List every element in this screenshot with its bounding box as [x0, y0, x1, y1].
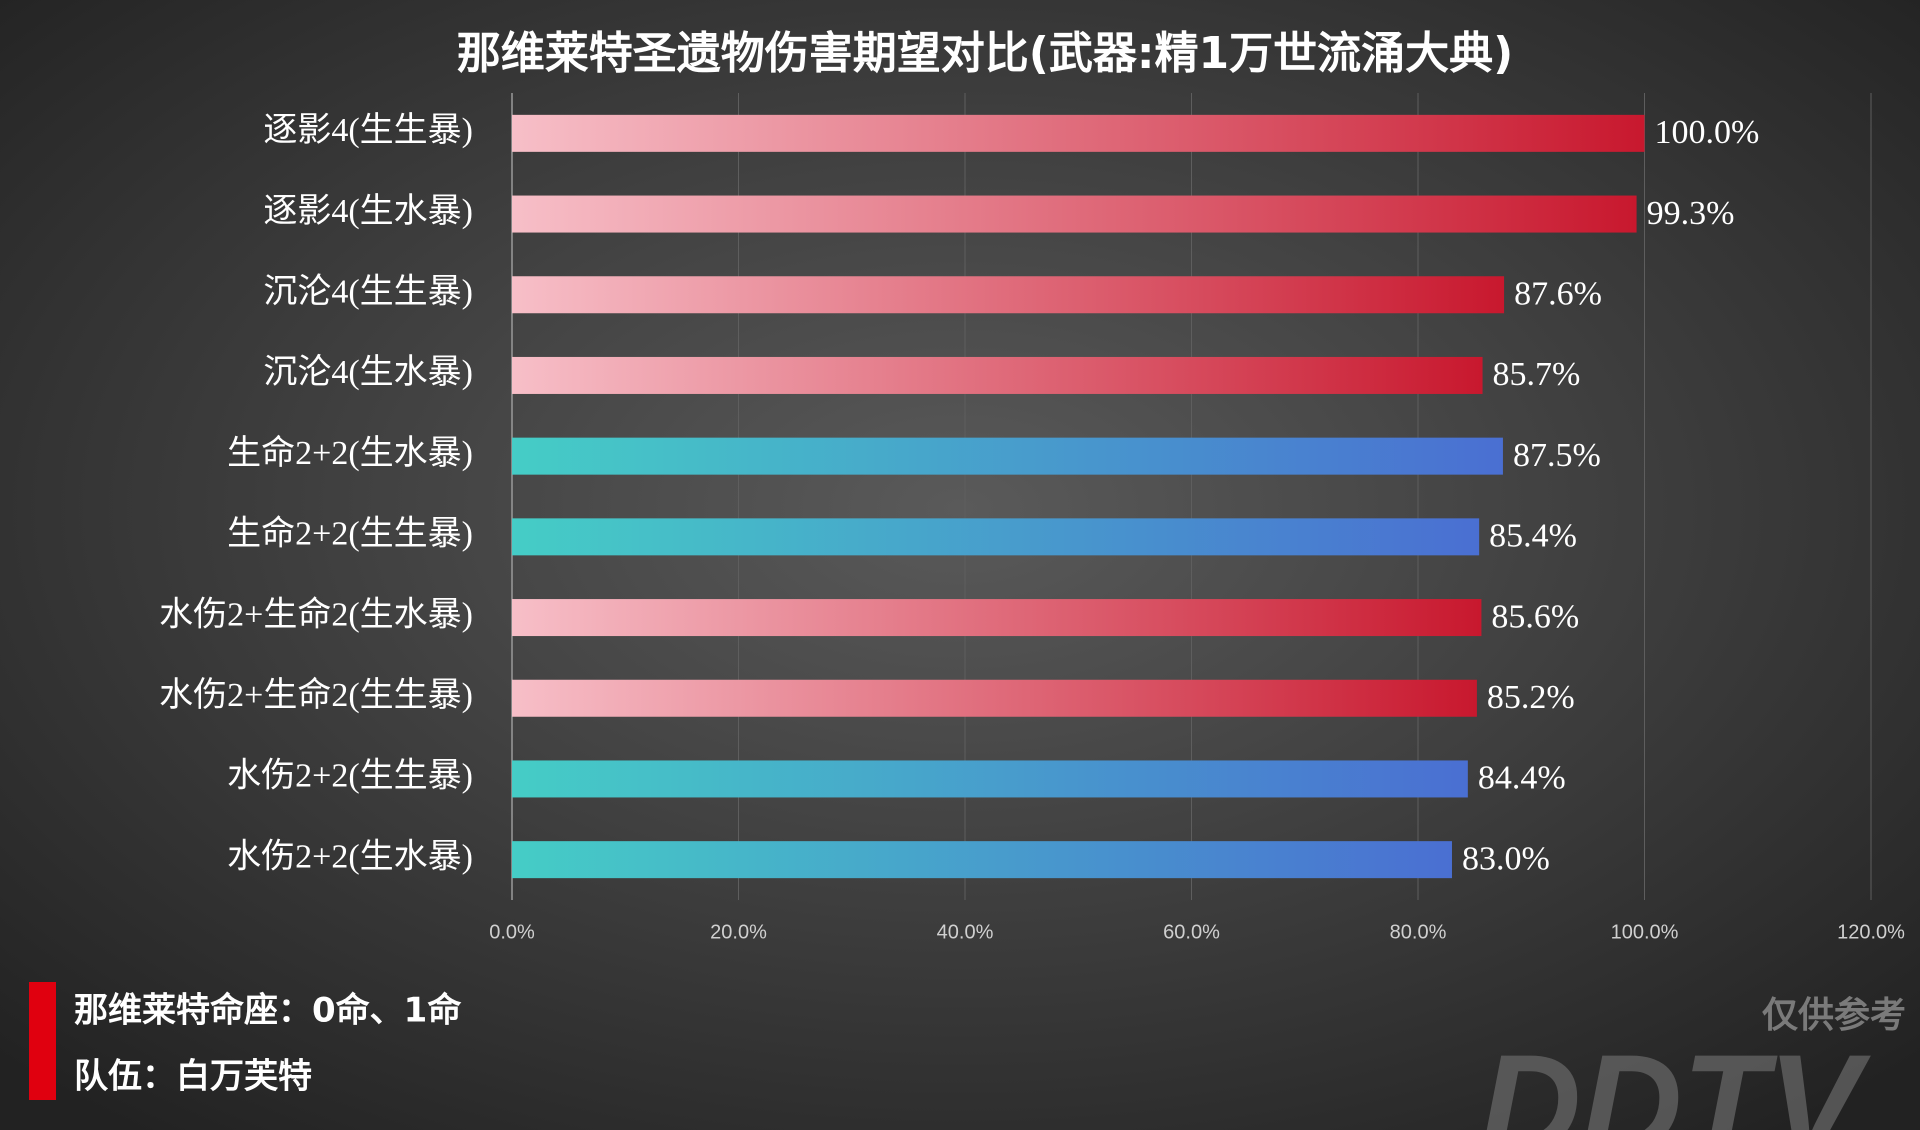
- y-tick-label: 水伤2+2(生生暴): [227, 757, 473, 795]
- y-tick-label: 沉沦4(生生暴): [263, 273, 473, 311]
- x-tick-label: 120.0%: [1837, 921, 1905, 943]
- x-tick-label: 40.0%: [937, 921, 994, 943]
- value-label: 85.2%: [1487, 679, 1575, 716]
- x-tick-label: 100.0%: [1611, 921, 1679, 943]
- bar: [512, 518, 1480, 556]
- watermark-caption: 仅供参考: [1762, 995, 1906, 1036]
- value-label: 87.5%: [1513, 437, 1601, 474]
- value-label: 100.0%: [1655, 114, 1760, 151]
- y-tick-label: 逐影4(生生暴): [263, 111, 473, 149]
- bar: [512, 760, 1468, 798]
- chart-title: 那维莱特圣遗物伤害期望对比(武器:精1万世流涌大典): [457, 28, 1513, 79]
- bar: [512, 841, 1452, 879]
- x-tick-label: 60.0%: [1163, 921, 1220, 943]
- y-tick-label: 沉沦4(生水暴): [263, 353, 473, 391]
- y-tick-label: 生命2+2(生水暴): [227, 434, 473, 472]
- bar: [512, 114, 1645, 152]
- value-label: 87.6%: [1514, 276, 1602, 313]
- watermark-brand: DDTV: [1480, 1025, 1872, 1130]
- x-tick-label: 20.0%: [710, 921, 767, 943]
- bar: [512, 276, 1505, 314]
- y-tick-label: 水伤2+2(生水暴): [227, 837, 473, 875]
- y-tick-label: 逐影4(生水暴): [263, 192, 473, 230]
- bar: [512, 195, 1637, 233]
- value-label: 85.6%: [1491, 598, 1579, 635]
- value-label: 84.4%: [1478, 760, 1566, 797]
- note: 那维莱特命座：0命、1命: [74, 991, 461, 1031]
- value-label: 85.4%: [1489, 518, 1577, 555]
- bar: [512, 356, 1483, 394]
- value-label: 83.0%: [1462, 840, 1550, 877]
- value-label: 99.3%: [1647, 195, 1735, 232]
- bar: [512, 679, 1477, 717]
- note-accent: [29, 982, 56, 1100]
- x-tick-label: 0.0%: [489, 921, 535, 943]
- y-tick-label: 生命2+2(生生暴): [227, 515, 473, 553]
- y-tick-label: 水伤2+生命2(生生暴): [159, 676, 473, 714]
- note: 队伍：白万芙特: [74, 1057, 312, 1097]
- value-label: 85.7%: [1493, 356, 1581, 393]
- bar: [512, 437, 1503, 475]
- x-tick-label: 80.0%: [1390, 921, 1447, 943]
- y-tick-label: 水伤2+生命2(生水暴): [159, 595, 473, 633]
- bar: [512, 599, 1482, 637]
